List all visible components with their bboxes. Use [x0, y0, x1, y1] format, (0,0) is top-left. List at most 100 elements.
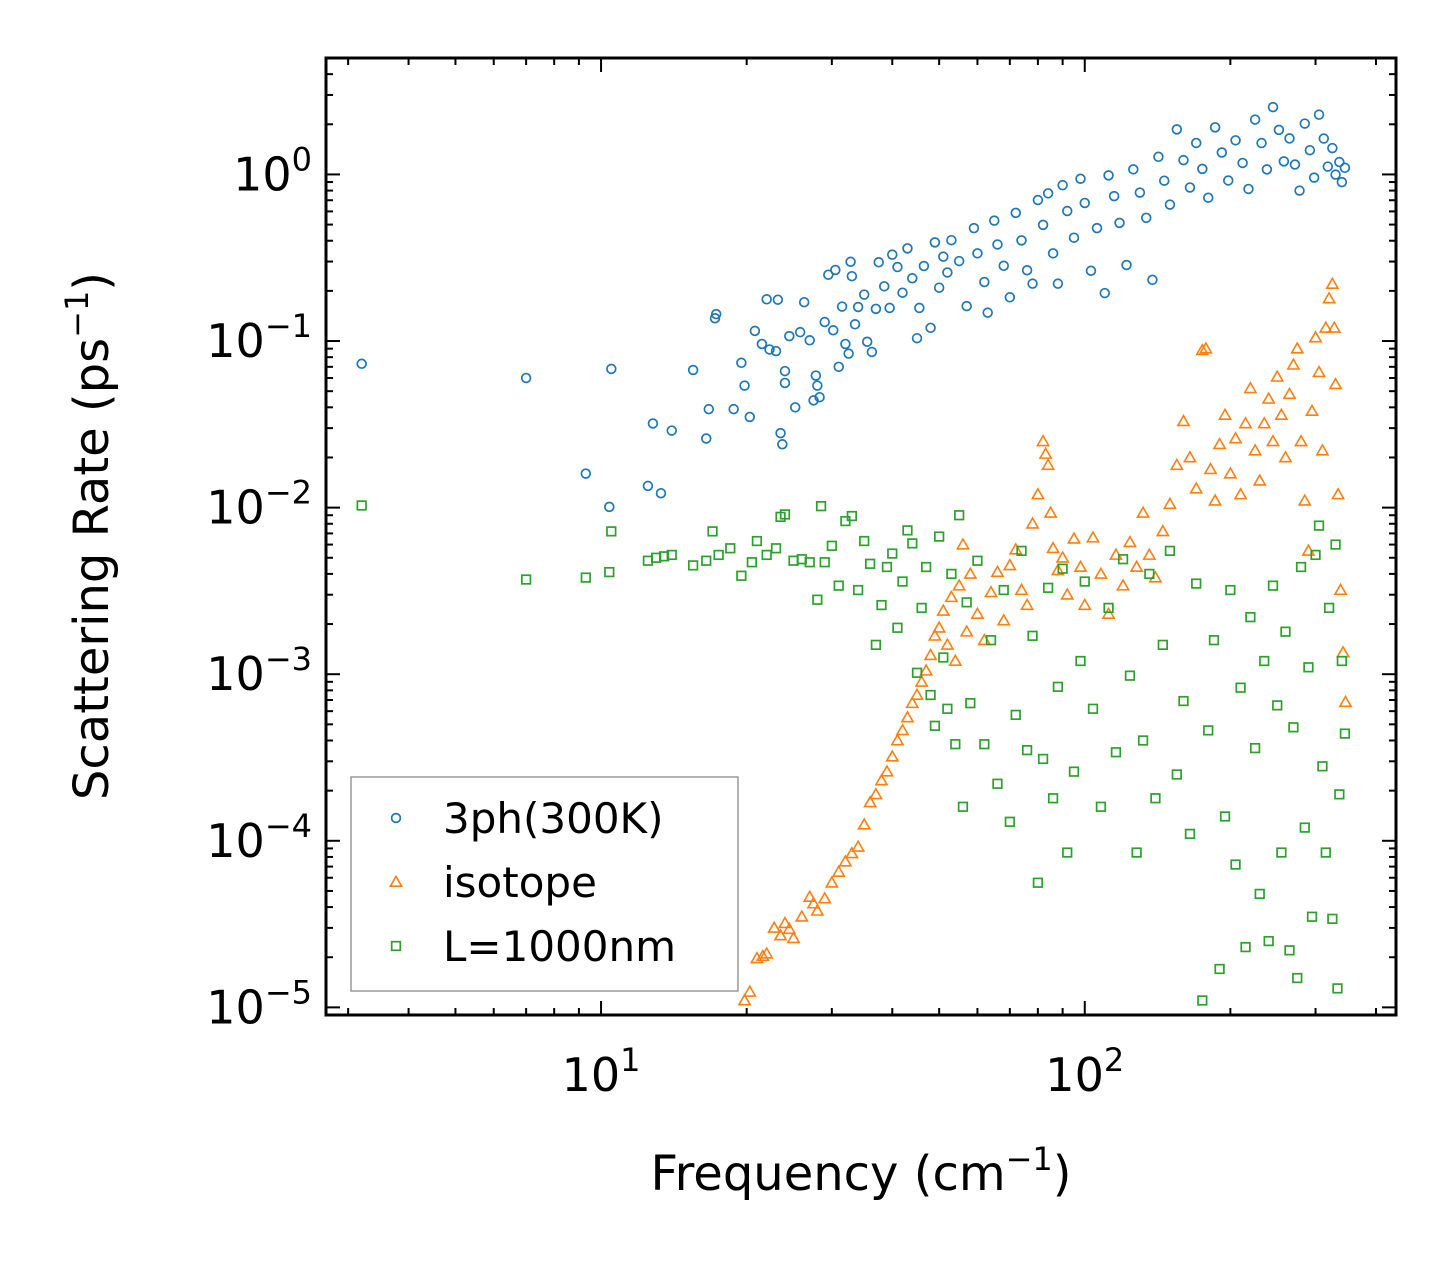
l1000nm-point [666, 549, 677, 561]
isotope-point [1169, 457, 1184, 471]
l1000nm-point [921, 561, 932, 573]
y-tick-labels: 100 10−1 10−2 10−3 10−4 10−5 [206, 140, 312, 1034]
isotope-point [1050, 563, 1065, 576]
plot-frame [324, 56, 1398, 1017]
3ph-point [953, 255, 965, 267]
l1000nm-point [1178, 695, 1189, 707]
x-tick-label: 102 [1045, 1041, 1124, 1102]
3ph-point [775, 427, 786, 439]
3ph-point [764, 344, 775, 355]
3ph-point [1327, 142, 1338, 154]
series-isotope [737, 276, 1353, 1006]
isotope-point [990, 564, 1005, 578]
l1000nm-point [1330, 539, 1341, 550]
isotope-point [923, 648, 938, 661]
isotope-point [851, 839, 866, 852]
3ph-point [761, 294, 772, 305]
3ph-point [606, 363, 617, 375]
3ph-point [1202, 192, 1214, 203]
3ph-point [1091, 222, 1103, 234]
3ph-point [968, 222, 980, 234]
3ph-point [701, 433, 712, 444]
l1000nm-point [1150, 793, 1161, 804]
isotope-point [1325, 276, 1340, 289]
l1000nm-point [1197, 995, 1208, 1006]
3ph-point [1190, 137, 1202, 149]
3ph-point [938, 251, 949, 262]
3ph-point [1021, 264, 1033, 276]
isotope-point [885, 749, 900, 762]
l1000nm-point [736, 570, 747, 581]
isotope-point [1077, 597, 1092, 611]
l1000nm-point [1079, 576, 1090, 587]
isotope-point [1162, 496, 1177, 510]
l1000nm-point [580, 572, 591, 583]
isotope-point [786, 931, 801, 944]
l1000nm-point [826, 540, 837, 551]
isotope-point [1060, 587, 1075, 600]
3ph-point [1278, 156, 1290, 167]
3ph-point [849, 319, 861, 330]
3ph-point [833, 361, 844, 373]
isotope-point [1046, 541, 1061, 554]
isotope-point [1036, 434, 1051, 447]
y-tick-label: 10−5 [206, 973, 312, 1034]
isotope-point [1014, 582, 1029, 596]
l1000nm-point [1280, 626, 1291, 637]
isotope-point [1286, 357, 1301, 370]
l1000nm-point [1284, 945, 1295, 956]
3ph-point [1121, 259, 1132, 271]
isotope-point [1101, 606, 1116, 619]
legend-label: L=1000nm [443, 922, 676, 971]
3ph-point [907, 273, 918, 284]
3ph-point [1334, 156, 1345, 168]
3ph-point [1223, 175, 1234, 186]
isotope-point [1020, 597, 1035, 611]
3ph-point [789, 402, 801, 413]
isotope-point [1297, 493, 1312, 506]
3ph-point [861, 336, 873, 348]
l1000nm-point [604, 566, 615, 578]
l1000nm-point [1292, 972, 1303, 984]
3ph-point [1322, 161, 1334, 172]
isotope-point [1233, 487, 1248, 500]
l1000nm-point [1021, 745, 1033, 756]
isotope-point [1243, 381, 1258, 394]
l1000nm-point [812, 594, 823, 605]
3ph-point [1339, 162, 1351, 174]
l1000nm-point [979, 739, 990, 750]
isotope-point [831, 864, 846, 877]
isotope-point [802, 889, 817, 902]
l1000nm-point [658, 551, 670, 562]
3ph-point [810, 370, 822, 381]
legend: 3ph(300K) isotope L=1000nm [350, 776, 739, 992]
y-tick-label: 10−4 [206, 807, 312, 868]
l1000nm-point [1208, 635, 1220, 646]
isotope-point [844, 846, 859, 859]
y-tick-label: 10−2 [206, 474, 312, 535]
l1000nm-point [911, 667, 923, 678]
isotope-point [1257, 416, 1272, 429]
3ph-point [687, 364, 699, 376]
l1000nm-point [1057, 563, 1068, 574]
isotope-point [755, 948, 770, 962]
isotope-point [1002, 558, 1017, 571]
l1000nm-point [1032, 877, 1044, 888]
l1000nm-point [1240, 941, 1251, 953]
legend-label: isotope [443, 858, 597, 907]
isotope-point [1294, 434, 1309, 447]
3ph-point [1079, 197, 1091, 209]
data-points [356, 101, 1353, 1006]
isotope-point [1248, 443, 1263, 456]
isotope-point [1195, 343, 1210, 356]
3ph-point [1243, 183, 1254, 195]
3ph-point [961, 300, 972, 312]
3ph-point [1016, 235, 1027, 246]
l1000nm-point [1310, 549, 1321, 561]
isotope-point [794, 909, 809, 922]
isotope-point [1208, 493, 1223, 506]
l1000nm-point [520, 574, 532, 585]
3ph-point [852, 301, 864, 313]
isotope-point [932, 620, 947, 633]
3ph-point [779, 365, 791, 377]
